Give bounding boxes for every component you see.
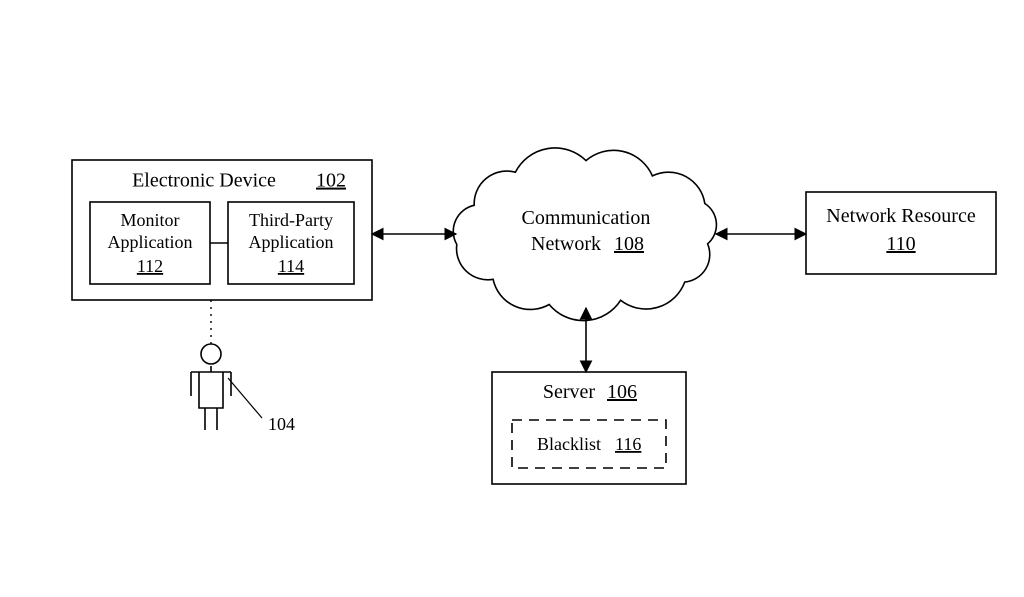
svg-text:Blacklist: Blacklist — [537, 434, 601, 454]
svg-text:Monitor: Monitor — [120, 210, 179, 230]
svg-text:102: 102 — [316, 170, 346, 192]
svg-text:Application: Application — [108, 232, 193, 252]
svg-text:116: 116 — [615, 434, 641, 454]
svg-text:Electronic Device: Electronic Device — [132, 170, 276, 192]
svg-text:Server: Server — [543, 381, 596, 403]
svg-text:Application: Application — [249, 232, 334, 252]
svg-text:Network: Network — [531, 233, 601, 255]
blacklist-node: Blacklist 116 — [512, 420, 666, 468]
svg-text:108: 108 — [614, 233, 644, 255]
svg-text:112: 112 — [137, 256, 163, 276]
diagram-canvas: Electronic Device 102 Monitor Applicatio… — [0, 0, 1024, 597]
svg-text:Third-Party: Third-Party — [249, 210, 333, 230]
monitor-application-node: Monitor Application 112 — [90, 202, 210, 284]
electronic-device-node: Electronic Device 102 — [72, 160, 372, 300]
communication-network-cloud: Communication Network 108 — [453, 148, 716, 321]
svg-text:104: 104 — [268, 414, 295, 434]
svg-text:110: 110 — [886, 233, 915, 255]
network-resource-node: Network Resource 110 — [806, 192, 996, 274]
svg-text:106: 106 — [607, 381, 637, 403]
third-party-application-node: Third-Party Application 114 — [228, 202, 354, 284]
user-icon: 104 — [191, 300, 295, 434]
svg-text:Communication: Communication — [522, 207, 651, 229]
svg-text:114: 114 — [278, 256, 304, 276]
svg-text:Network Resource: Network Resource — [826, 205, 976, 227]
